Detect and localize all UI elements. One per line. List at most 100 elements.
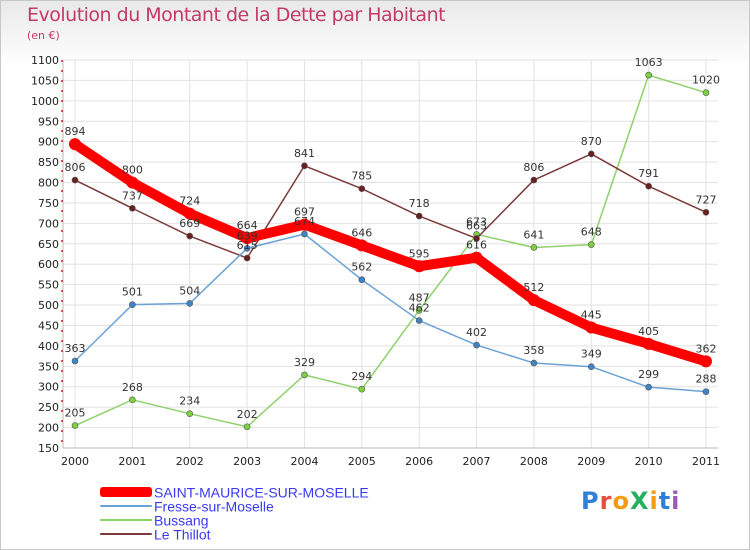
data-label: 615 [237,239,258,252]
data-point [530,359,538,367]
data-point [129,301,136,308]
legend-item-le-thillot: Le Thillot [100,526,369,543]
data-point [645,71,652,79]
legend-swatch-fresse [100,505,152,508]
y-tick-label: 850 [38,156,59,169]
y-tick-label: 650 [38,238,59,251]
data-label: 673 [466,215,487,228]
legend-label: Fresse-sur-Moselle [154,498,274,515]
data-label: 1020 [692,74,720,87]
legend-swatch-le-thillot [100,533,152,536]
data-point [71,357,79,365]
y-tick-label: 1050 [31,74,59,87]
data-label: 800 [122,164,143,177]
data-label: 405 [638,325,659,338]
data-label: 697 [294,206,315,219]
y-tick-label: 500 [38,299,59,312]
axes: 150 200 250 300 350 400 450 500 550 600 650 700 750 8… [31,54,720,468]
data-label: 358 [523,344,544,357]
data-label: 639 [237,229,258,242]
data-label: 646 [351,226,372,239]
y-tick-label: 900 [38,136,59,149]
y-tick-label: 150 [38,442,59,455]
data-label: 737 [122,189,143,202]
brand-letter: P [581,487,600,515]
data-point [415,307,423,314]
legend-label: SAINT-MAURICE-SUR-MOSELLE [154,484,369,501]
x-tick-label: 2004 [290,455,318,468]
series-line-saint-maurice-sur-moselle [70,139,711,367]
data-label: 349 [581,348,602,361]
x-tick-label: 2008 [520,455,548,468]
y-tick-label: 200 [38,422,59,435]
data-point [587,241,595,248]
data-label: 402 [466,326,487,339]
data-point [358,185,366,192]
data-label: 299 [638,368,659,381]
data-point [298,218,311,231]
data-point [355,239,368,252]
data-label: 1063 [635,56,663,69]
data-label: 791 [638,167,659,180]
data-point [186,300,194,307]
legend-item-saint-maurice: SAINT-MAURICE-SUR-MOSELLE [100,484,369,501]
legend-item-fresse: Fresse-sur-Moselle [100,498,369,515]
data-label: 294 [351,370,372,383]
y-tick-label: 1100 [31,54,59,67]
data-label: 504 [179,284,200,297]
data-point [186,232,194,240]
x-tick-label: 2002 [176,455,204,468]
legend-swatch-saint-maurice [100,487,152,498]
data-label: 806 [523,161,544,174]
data-label: 724 [179,195,200,208]
data-point [301,371,308,379]
data-point [585,321,598,334]
y-tick-label: 1000 [31,95,59,108]
y-tick-label: 350 [38,360,59,373]
data-point [129,204,136,212]
x-tick-label: 2000 [61,455,89,468]
data-label: 669 [179,217,200,230]
data-label: 894 [65,125,86,138]
data-point [473,341,480,349]
data-label: 806 [65,161,86,174]
series-line-le-thillot [74,153,707,259]
legend-item-bussang: Bussang [100,512,369,529]
legend-label: Le Thillot [154,526,211,543]
legend-label: Bussang [154,512,209,529]
data-point [700,355,712,368]
proxiti-logo[interactable]: ProXiti [581,487,680,515]
data-point [587,363,595,371]
legend: SAINT-MAURICE-SUR-MOSELLE Fresse-sur-Mos… [100,484,369,543]
data-point [530,176,538,184]
data-point [527,294,540,307]
data-label: 487 [409,291,430,304]
x-tick-label: 2011 [692,455,720,468]
data-point [301,162,308,170]
data-point [69,138,81,151]
data-point [702,89,710,96]
data-label: 663 [466,219,487,232]
chart-subtitle: (en €) [27,29,60,42]
data-label: 329 [294,356,315,369]
series-line-fresse-sur-moselle [74,233,707,393]
y-tick-label: 700 [38,217,59,230]
data-point [415,212,423,220]
data-point [186,410,194,417]
data-point [415,317,423,324]
data-point [642,337,655,350]
data-point [645,182,652,190]
data-label: 501 [122,286,143,299]
legend-swatch-bussang [100,519,152,522]
data-point [71,422,79,429]
brand-letter: t [658,487,672,515]
data-label: 785 [351,170,372,183]
data-point [587,150,595,158]
data-label: 462 [409,302,430,315]
data-point [241,232,254,245]
x-tick-label: 2007 [463,455,491,468]
series-lines [69,71,712,431]
brand-letter: i [671,487,681,515]
